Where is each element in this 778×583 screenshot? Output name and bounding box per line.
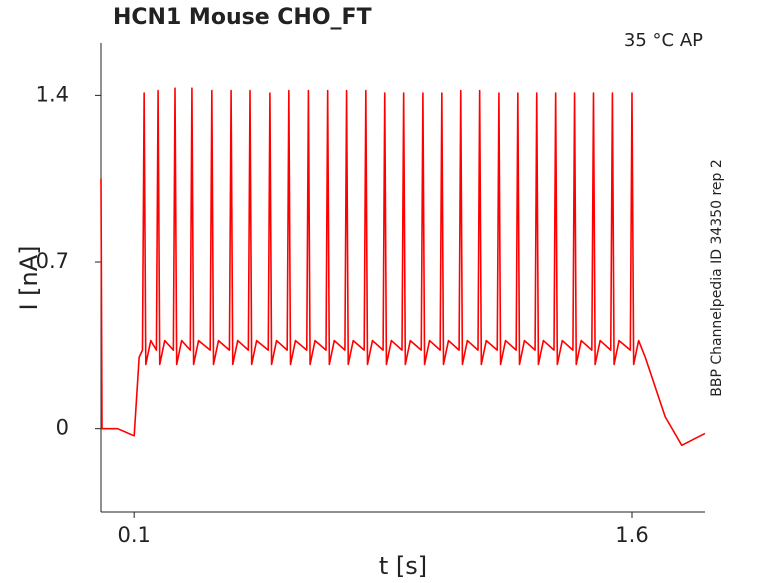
x-tick-label: 0.1 [117,523,150,547]
y-tick-label: 0.7 [36,249,69,273]
y-axis-label: I [nA] [15,245,43,310]
chart-title: HCN1 Mouse CHO_FT [113,5,372,30]
side-label: BBP Channelpedia ID 34350 rep 2 [709,159,725,397]
y-tick-label: 1.4 [36,82,69,106]
x-axis-label: t [s] [379,552,427,580]
y-tick-label: 0 [56,416,69,440]
trace-line [100,87,706,447]
annotation: 35 °C AP [624,30,703,51]
x-tick-label: 1.6 [615,523,648,547]
